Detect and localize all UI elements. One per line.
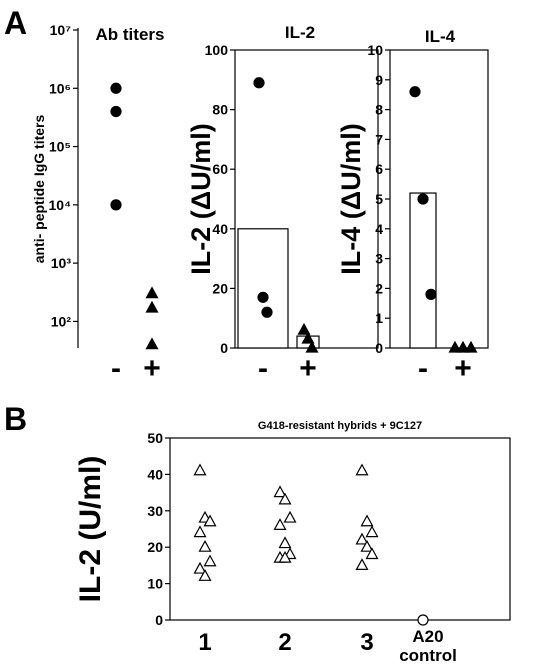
panel-label: A <box>4 5 27 41</box>
y-tick-label: 6 <box>375 161 383 177</box>
x-tick-label: 1 <box>198 629 211 656</box>
y-axis-label: IL-2 (ΔU/ml) <box>186 123 216 274</box>
x-tick-label: A20 control <box>399 627 457 665</box>
data-point <box>273 485 287 498</box>
x-tick-label: 3 <box>360 629 373 656</box>
data-point <box>360 514 374 527</box>
data-point <box>253 77 265 89</box>
y-tick-label: 1 <box>375 310 383 326</box>
bar <box>409 192 437 349</box>
data-point <box>110 105 122 118</box>
y-tick-label: 40 <box>212 221 228 237</box>
y-tick-label: 4 <box>375 221 383 237</box>
plot-frame <box>389 49 489 349</box>
data-point <box>145 300 159 313</box>
y-tick-label: 9 <box>375 72 383 88</box>
y-tick-label: 20 <box>147 539 163 555</box>
data-point <box>355 532 369 545</box>
x-tick-label: + <box>143 352 161 385</box>
y-tick-label: 20 <box>212 280 228 296</box>
y-axis-label: anti- peptide IgG titers <box>31 115 47 264</box>
y-tick-label: 10⁶ <box>49 80 71 96</box>
data-point <box>301 331 315 344</box>
y-tick-label: 50 <box>147 430 163 446</box>
data-point <box>193 463 207 476</box>
data-point <box>365 547 379 560</box>
y-tick-label: 80 <box>212 102 228 118</box>
data-point <box>198 539 212 552</box>
data-point <box>278 550 292 563</box>
y-tick-label: 10³ <box>51 255 72 271</box>
y-tick-label: 7 <box>375 131 383 147</box>
y-tick-label: 0 <box>220 340 228 356</box>
y-tick-label: 40 <box>147 466 163 482</box>
data-point <box>355 558 369 570</box>
data-point <box>257 291 269 303</box>
y-tick-label: 10 <box>147 576 163 592</box>
y-tick-label: 3 <box>375 251 383 267</box>
y-axis-label: IL-4 (ΔU/ml) <box>336 123 366 274</box>
y-tick-label: 100 <box>205 42 229 58</box>
data-point <box>409 86 421 98</box>
chart-title: G418-resistant hybrids + 9C127 <box>258 420 422 432</box>
data-point <box>283 510 297 523</box>
x-tick-label: - <box>418 352 428 385</box>
data-point <box>193 561 207 574</box>
x-tick-label: 2 <box>278 629 291 656</box>
data-point <box>110 82 122 94</box>
y-tick-label: 5 <box>375 191 383 207</box>
data-point <box>203 554 217 567</box>
x-tick-label: - <box>258 352 268 385</box>
y-tick-label: 10⁵ <box>49 139 71 155</box>
data-point <box>145 286 159 299</box>
data-point <box>464 340 478 353</box>
plot-frame <box>169 437 511 621</box>
data-point <box>193 525 207 538</box>
bar <box>237 228 289 349</box>
y-tick-label: 0 <box>155 612 163 628</box>
y-tick-label: 10⁴ <box>49 197 72 213</box>
y-axis-label: IL-2 (U/ml) <box>74 456 107 603</box>
data-point <box>261 306 273 318</box>
y-tick-label: 60 <box>212 161 228 177</box>
data-point <box>355 463 369 476</box>
data-point <box>145 337 159 350</box>
data-point <box>448 340 462 353</box>
data-point <box>203 514 217 527</box>
y-tick-label: 8 <box>375 102 383 118</box>
x-tick-label: + <box>454 352 472 385</box>
chart-title: Ab titers <box>96 25 165 44</box>
y-tick-label: 2 <box>375 280 383 296</box>
data-point <box>198 569 212 581</box>
y-tick-label: 10 <box>367 42 383 58</box>
y-tick-label: 10⁷ <box>50 22 72 38</box>
data-point <box>425 288 437 300</box>
data-point <box>110 199 122 211</box>
y-tick-label: 0 <box>375 340 383 356</box>
data-point <box>273 518 287 530</box>
data-point <box>278 536 292 549</box>
x-tick-label: - <box>111 352 121 385</box>
chart-title: IL-4 <box>425 27 456 46</box>
data-point <box>417 614 429 626</box>
x-tick-label: + <box>299 352 317 385</box>
data-point <box>305 340 319 353</box>
data-point <box>365 525 379 538</box>
y-tick-label: 10² <box>51 313 72 329</box>
data-point <box>278 492 292 505</box>
data-point <box>360 539 374 552</box>
data-point <box>297 322 311 335</box>
chart-title: IL-2 <box>285 23 315 42</box>
data-point <box>417 193 429 205</box>
panel-label: B <box>4 401 27 437</box>
data-point <box>456 340 470 353</box>
y-tick-label: 30 <box>147 503 163 519</box>
